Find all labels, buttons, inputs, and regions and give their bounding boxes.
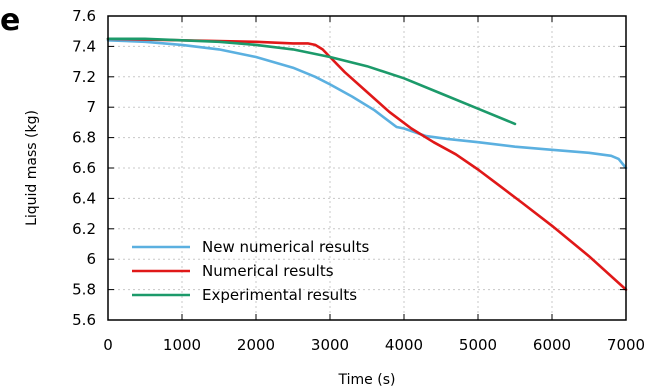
series-line-0 [106, 38, 628, 170]
y-axis-label: Liquid mass (kg) [24, 110, 40, 226]
x-tick-label: 5000 [459, 336, 497, 354]
x-tick-label: 2000 [237, 336, 275, 354]
y-tick-label: 7.2 [72, 68, 96, 86]
x-tick-label: 3000 [311, 336, 349, 354]
grid [108, 16, 626, 320]
legend-label-0: New numerical results [202, 238, 369, 256]
x-tick-label: 1000 [163, 336, 201, 354]
legend-label-1: Numerical results [202, 262, 334, 280]
y-tick-label: 6.2 [72, 220, 96, 238]
legend-label-2: Experimental results [202, 286, 357, 304]
y-tick-label: 6.4 [72, 189, 96, 207]
x-tick-label: 7000 [607, 336, 645, 354]
series-line-2 [106, 37, 517, 126]
tick-labels: 0 1000 2000 3000 4000 5000 6000 7000 5.6 5.8 6 6.2 6… [72, 7, 645, 354]
x-axis-label: Time (s) [338, 372, 396, 388]
y-tick-label: 7.4 [72, 37, 96, 55]
series-layer [106, 37, 628, 291]
y-tick-label: 6 [86, 250, 96, 268]
x-tick-label: 4000 [385, 336, 423, 354]
x-tick-label: 6000 [533, 336, 571, 354]
y-tick-label: 6.6 [72, 159, 96, 177]
y-tick-label: 5.6 [72, 311, 96, 329]
x-tick-label: 0 [103, 336, 113, 354]
y-tick-label: 6.8 [72, 129, 96, 147]
y-tick-label: 7.6 [72, 7, 96, 25]
panel-label: e [0, 3, 20, 38]
y-tick-label: 5.8 [72, 281, 96, 299]
ticks [107, 15, 627, 321]
legend: New numerical results Numerical results Ex… [132, 238, 369, 304]
series-line-1 [106, 37, 628, 291]
y-tick-label: 7 [86, 98, 96, 116]
